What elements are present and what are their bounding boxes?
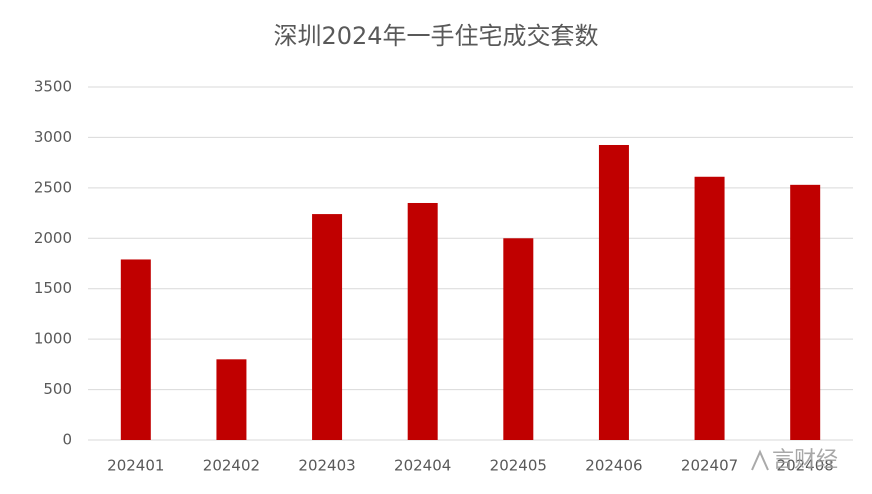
x-tick-label: 202404	[394, 457, 451, 475]
bar	[694, 176, 725, 440]
y-tick-label: 3000	[34, 128, 72, 146]
bar	[790, 184, 821, 440]
x-tick-label: 202407	[681, 457, 738, 475]
bar	[503, 238, 534, 440]
x-tick-label: 202406	[585, 457, 642, 475]
y-tick-label: 1500	[34, 279, 72, 297]
x-tick-label: 202402	[203, 457, 260, 475]
bar	[120, 259, 151, 440]
x-tick-label: 202403	[298, 457, 355, 475]
bar	[312, 214, 343, 440]
bar	[216, 359, 247, 440]
y-tick-label: 2000	[34, 229, 72, 247]
watermark-icon	[751, 449, 769, 471]
y-tick-label: 3500	[34, 78, 72, 96]
x-tick-label: 202401	[107, 457, 164, 475]
y-tick-label: 500	[43, 380, 72, 398]
chart-title: 深圳2024年一手住宅成交套数	[273, 22, 598, 50]
y-tick-label: 2500	[34, 178, 72, 196]
y-tick-label: 0	[62, 431, 72, 449]
bar	[407, 202, 438, 440]
x-tick-label: 202408	[777, 457, 834, 475]
bar	[598, 144, 629, 440]
y-tick-label: 1000	[34, 330, 72, 348]
x-tick-label: 202405	[490, 457, 547, 475]
watermark: 言财经	[772, 448, 838, 473]
